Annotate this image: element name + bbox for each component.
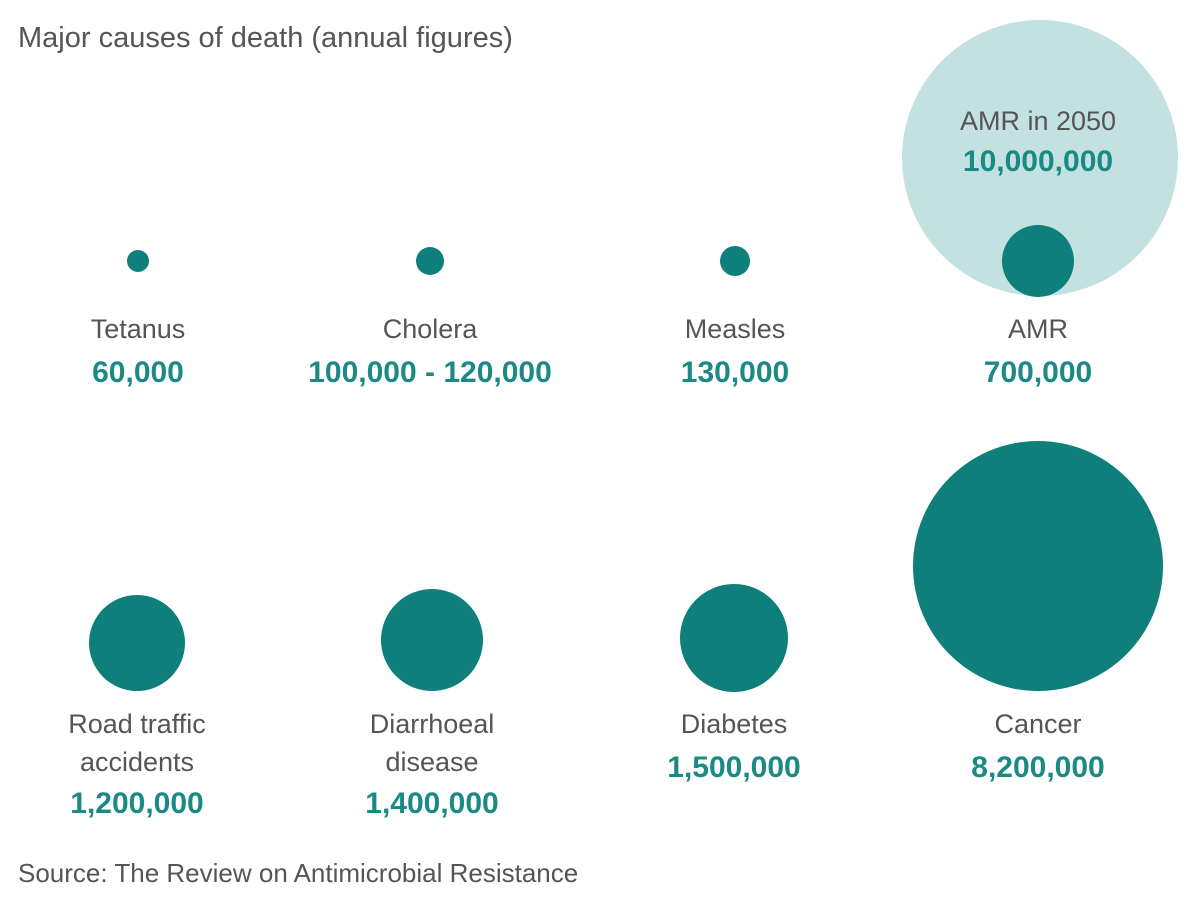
bubble-label: Road traffic (68, 709, 206, 739)
bubble-value: 100,000 - 120,000 (308, 356, 552, 389)
bubble (1002, 225, 1074, 297)
bubble-label: Cancer (994, 709, 1081, 739)
bubble (680, 584, 788, 692)
bubble-label: AMR (1008, 314, 1068, 344)
bubble-value: 700,000 (984, 356, 1092, 389)
bubble-value: 130,000 (681, 356, 789, 389)
bubble (913, 441, 1163, 691)
bubble-label: AMR in 2050 (960, 106, 1116, 136)
bubble-label: Cholera (383, 314, 479, 344)
bubble-value: 1,200,000 (70, 787, 203, 820)
bubble-label: Tetanus (91, 314, 186, 344)
bubble (127, 250, 149, 272)
bubble-value: 8,200,000 (971, 751, 1104, 784)
source-note: Source: The Review on Antimicrobial Resi… (18, 858, 579, 888)
bubble-label: Diabetes (681, 709, 788, 739)
bubble-value: 10,000,000 (963, 145, 1113, 178)
bubble (416, 247, 444, 275)
bubble-value: 60,000 (92, 356, 184, 389)
chart-title: Major causes of death (annual figures) (18, 22, 513, 54)
bubble-label: accidents (80, 747, 194, 777)
bubble (720, 246, 750, 276)
bubble-amr-2050 (902, 20, 1178, 296)
bubble-label: disease (385, 747, 478, 777)
bubble (89, 595, 185, 691)
bubble-label: Diarrhoeal (370, 709, 495, 739)
bubble (381, 589, 483, 691)
bubble-value: 1,500,000 (667, 751, 800, 784)
bubble-label: Measles (685, 314, 786, 344)
bubble-value: 1,400,000 (365, 787, 498, 820)
